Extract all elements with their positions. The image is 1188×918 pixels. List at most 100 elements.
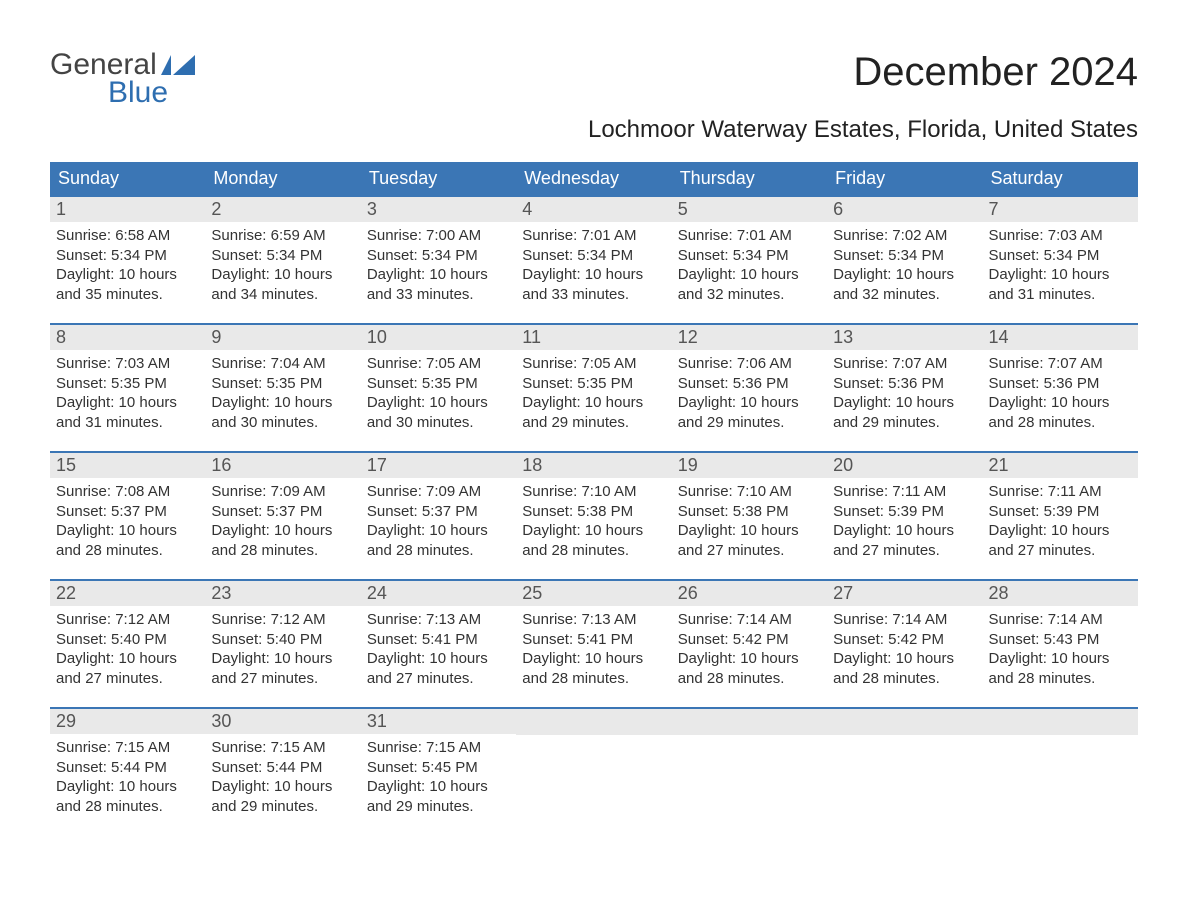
week-row: 22Sunrise: 7:12 AMSunset: 5:40 PMDayligh…	[50, 580, 1138, 708]
day-cell: 28Sunrise: 7:14 AMSunset: 5:43 PMDayligh…	[983, 580, 1138, 708]
day-cell: 13Sunrise: 7:07 AMSunset: 5:36 PMDayligh…	[827, 324, 982, 452]
logo-word2: Blue	[108, 78, 168, 108]
sunrise-line: Sunrise: 7:01 AM	[678, 226, 821, 246]
sunrise-line: Sunrise: 7:15 AM	[56, 738, 199, 758]
day-number: 7	[983, 197, 1138, 222]
weekday-header: Thursday	[672, 162, 827, 196]
sunset-line: Sunset: 5:41 PM	[367, 630, 510, 650]
week-row: 8Sunrise: 7:03 AMSunset: 5:35 PMDaylight…	[50, 324, 1138, 452]
sunrise-line: Sunrise: 7:13 AM	[367, 610, 510, 630]
day-body: Sunrise: 6:58 AMSunset: 5:34 PMDaylight:…	[50, 222, 205, 308]
day-number: 28	[983, 581, 1138, 606]
daylight-line: Daylight: 10 hours and 27 minutes.	[678, 521, 821, 560]
sunset-line: Sunset: 5:40 PM	[56, 630, 199, 650]
sunrise-line: Sunrise: 7:02 AM	[833, 226, 976, 246]
day-cell: 12Sunrise: 7:06 AMSunset: 5:36 PMDayligh…	[672, 324, 827, 452]
daylight-line: Daylight: 10 hours and 33 minutes.	[367, 265, 510, 304]
day-body: Sunrise: 7:11 AMSunset: 5:39 PMDaylight:…	[983, 478, 1138, 564]
daylight-line: Daylight: 10 hours and 28 minutes.	[989, 393, 1132, 432]
sunrise-line: Sunrise: 7:12 AM	[56, 610, 199, 630]
weekday-header-row: SundayMondayTuesdayWednesdayThursdayFrid…	[50, 162, 1138, 196]
day-cell: 5Sunrise: 7:01 AMSunset: 5:34 PMDaylight…	[672, 196, 827, 324]
day-number: 4	[516, 197, 671, 222]
day-cell: 30Sunrise: 7:15 AMSunset: 5:44 PMDayligh…	[205, 708, 360, 836]
day-body: Sunrise: 7:07 AMSunset: 5:36 PMDaylight:…	[827, 350, 982, 436]
sunset-line: Sunset: 5:35 PM	[56, 374, 199, 394]
day-cell: 27Sunrise: 7:14 AMSunset: 5:42 PMDayligh…	[827, 580, 982, 708]
day-cell: 6Sunrise: 7:02 AMSunset: 5:34 PMDaylight…	[827, 196, 982, 324]
week-row: 15Sunrise: 7:08 AMSunset: 5:37 PMDayligh…	[50, 452, 1138, 580]
day-cell: 25 Sunrise: 7:13 AMSunset: 5:41 PMDayligh…	[516, 580, 671, 708]
day-body: Sunrise: 7:14 AMSunset: 5:42 PMDaylight:…	[827, 606, 982, 692]
sunset-line: Sunset: 5:40 PM	[211, 630, 354, 650]
daylight-line: Daylight: 10 hours and 28 minutes.	[522, 649, 665, 688]
day-number: 24	[361, 581, 516, 606]
day-cell: 18Sunrise: 7:10 AMSunset: 5:38 PMDayligh…	[516, 452, 671, 580]
daylight-line: Daylight: 10 hours and 30 minutes.	[367, 393, 510, 432]
sunset-line: Sunset: 5:43 PM	[989, 630, 1132, 650]
sunset-line: Sunset: 5:34 PM	[56, 246, 199, 266]
day-cell: 29Sunrise: 7:15 AMSunset: 5:44 PMDayligh…	[50, 708, 205, 836]
sunset-line: Sunset: 5:41 PM	[522, 630, 665, 650]
day-cell: 23Sunrise: 7:12 AMSunset: 5:40 PMDayligh…	[205, 580, 360, 708]
day-cell: 15Sunrise: 7:08 AMSunset: 5:37 PMDayligh…	[50, 452, 205, 580]
daylight-line: Daylight: 10 hours and 29 minutes.	[522, 393, 665, 432]
daylight-line: Daylight: 10 hours and 29 minutes.	[678, 393, 821, 432]
day-body: Sunrise: 6:59 AMSunset: 5:34 PMDaylight:…	[205, 222, 360, 308]
day-body: Sunrise: 7:14 AMSunset: 5:43 PMDaylight:…	[983, 606, 1138, 692]
day-number: 21	[983, 453, 1138, 478]
sunrise-line: Sunrise: 7:04 AM	[211, 354, 354, 374]
calendar-table: SundayMondayTuesdayWednesdayThursdayFrid…	[50, 162, 1138, 836]
day-cell: 14Sunrise: 7:07 AMSunset: 5:36 PMDayligh…	[983, 324, 1138, 452]
day-cell: 17Sunrise: 7:09 AMSunset: 5:37 PMDayligh…	[361, 452, 516, 580]
day-number: 1	[50, 197, 205, 222]
day-number: 14	[983, 325, 1138, 350]
sunrise-line: Sunrise: 7:01 AM	[522, 226, 665, 246]
sunrise-line: Sunrise: 7:15 AM	[367, 738, 510, 758]
day-body: Sunrise: 7:08 AMSunset: 5:37 PMDaylight:…	[50, 478, 205, 564]
sunset-line: Sunset: 5:36 PM	[989, 374, 1132, 394]
day-cell: 22Sunrise: 7:12 AMSunset: 5:40 PMDayligh…	[50, 580, 205, 708]
day-number: 25	[516, 581, 671, 606]
weekday-header: Friday	[827, 162, 982, 196]
day-body: Sunrise: 7:10 AMSunset: 5:38 PMDaylight:…	[672, 478, 827, 564]
sunset-line: Sunset: 5:39 PM	[989, 502, 1132, 522]
day-body: Sunrise: 7:03 AMSunset: 5:34 PMDaylight:…	[983, 222, 1138, 308]
daylight-line: Daylight: 10 hours and 27 minutes.	[211, 649, 354, 688]
sunset-line: Sunset: 5:34 PM	[522, 246, 665, 266]
sunrise-line: Sunrise: 7:14 AM	[678, 610, 821, 630]
daylight-line: Daylight: 10 hours and 32 minutes.	[833, 265, 976, 304]
day-cell: 21Sunrise: 7:11 AMSunset: 5:39 PMDayligh…	[983, 452, 1138, 580]
week-row: 29Sunrise: 7:15 AMSunset: 5:44 PMDayligh…	[50, 708, 1138, 836]
day-number: 29	[50, 709, 205, 734]
day-body: Sunrise: 7:15 AMSunset: 5:45 PMDaylight:…	[361, 734, 516, 820]
day-cell: 16Sunrise: 7:09 AMSunset: 5:37 PMDayligh…	[205, 452, 360, 580]
daylight-line: Daylight: 10 hours and 28 minutes.	[678, 649, 821, 688]
day-number: 5	[672, 197, 827, 222]
daylight-line: Daylight: 10 hours and 33 minutes.	[522, 265, 665, 304]
sunset-line: Sunset: 5:42 PM	[833, 630, 976, 650]
daylight-line: Daylight: 10 hours and 27 minutes.	[56, 649, 199, 688]
day-number: 2	[205, 197, 360, 222]
day-cell: 24Sunrise: 7:13 AMSunset: 5:41 PMDayligh…	[361, 580, 516, 708]
sunrise-line: Sunrise: 7:06 AM	[678, 354, 821, 374]
sunset-line: Sunset: 5:34 PM	[367, 246, 510, 266]
day-number: 8	[50, 325, 205, 350]
day-cell: 11Sunrise: 7:05 AMSunset: 5:35 PMDayligh…	[516, 324, 671, 452]
day-body: Sunrise: 7:04 AMSunset: 5:35 PMDaylight:…	[205, 350, 360, 436]
day-number: 13	[827, 325, 982, 350]
day-cell	[672, 708, 827, 836]
sunset-line: Sunset: 5:44 PM	[56, 758, 199, 778]
sunset-line: Sunset: 5:44 PM	[211, 758, 354, 778]
day-cell: 3Sunrise: 7:00 AMSunset: 5:34 PMDaylight…	[361, 196, 516, 324]
sunrise-line: Sunrise: 7:08 AM	[56, 482, 199, 502]
sunset-line: Sunset: 5:37 PM	[367, 502, 510, 522]
sunset-line: Sunset: 5:35 PM	[522, 374, 665, 394]
day-body: Sunrise: 7:15 AMSunset: 5:44 PMDaylight:…	[50, 734, 205, 820]
sunrise-line: Sunrise: 7:09 AM	[211, 482, 354, 502]
sunrise-line: Sunrise: 7:13 AM	[522, 610, 665, 630]
day-cell: 10Sunrise: 7:05 AMSunset: 5:35 PMDayligh…	[361, 324, 516, 452]
day-cell	[827, 708, 982, 836]
daylight-line: Daylight: 10 hours and 28 minutes.	[56, 521, 199, 560]
logo: General Blue	[50, 50, 195, 108]
